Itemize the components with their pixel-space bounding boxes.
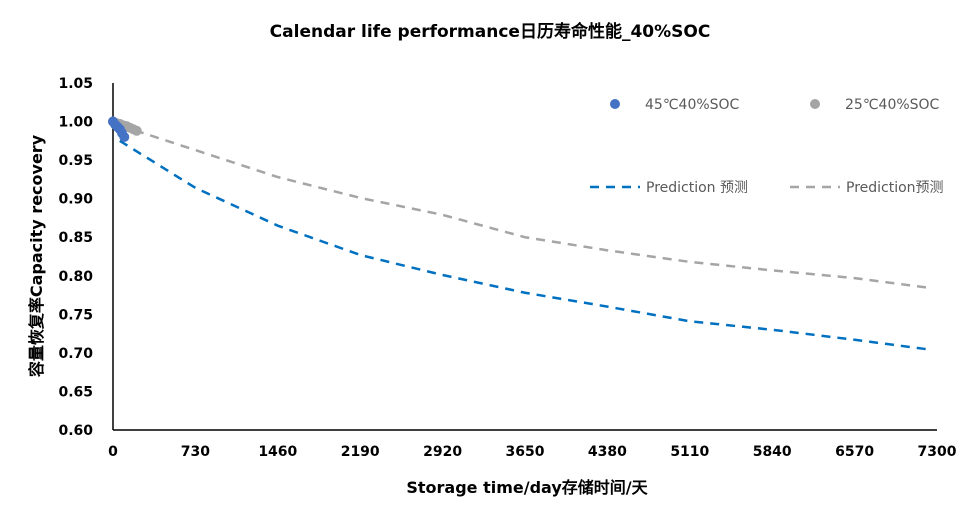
legend-marker — [810, 99, 820, 109]
legend-label: 25℃40%SOC — [845, 97, 940, 113]
data-point — [131, 125, 142, 136]
x-tick-label: 7300 — [918, 444, 957, 460]
x-tick-label: 3650 — [506, 444, 545, 460]
legend-marker — [610, 99, 620, 109]
y-tick-label: 1.00 — [58, 115, 93, 131]
y-tick-label: 0.95 — [58, 153, 93, 169]
x-tick-label: 1460 — [258, 444, 297, 460]
x-tick-label: 0 — [108, 444, 118, 460]
y-tick-label: 1.05 — [58, 76, 93, 92]
y-tick-label: 0.80 — [58, 269, 93, 285]
x-tick-label: 4380 — [588, 444, 627, 460]
x-tick-label: 6570 — [835, 444, 874, 460]
y-tick-label: 0.85 — [58, 230, 93, 246]
legend-label: Prediction 预测 — [646, 180, 748, 196]
x-tick-label: 2190 — [341, 444, 380, 460]
x-tick-label: 5840 — [753, 444, 792, 460]
x-tick-label: 730 — [181, 444, 210, 460]
x-tick-label: 2920 — [423, 444, 462, 460]
x-tick-label: 5110 — [670, 444, 709, 460]
y-tick-label: 0.70 — [58, 346, 93, 362]
y-axis-label: 容量恢复率Capacity recovery — [27, 134, 46, 378]
prediction-line — [119, 124, 932, 290]
y-tick-label: 0.75 — [58, 307, 93, 323]
legend-label: 45℃40%SOC — [645, 97, 740, 113]
chart-title: Calendar life performance日历寿命性能_40%SOC — [270, 21, 711, 42]
prediction-line — [119, 139, 932, 352]
y-tick-label: 0.60 — [58, 423, 93, 439]
y-tick-label: 0.65 — [58, 384, 93, 400]
x-axis-label: Storage time/day存储时间/天 — [406, 478, 648, 497]
legend-label: Prediction预测 — [846, 180, 944, 196]
y-tick-label: 0.90 — [58, 192, 93, 208]
data-point — [119, 131, 130, 142]
